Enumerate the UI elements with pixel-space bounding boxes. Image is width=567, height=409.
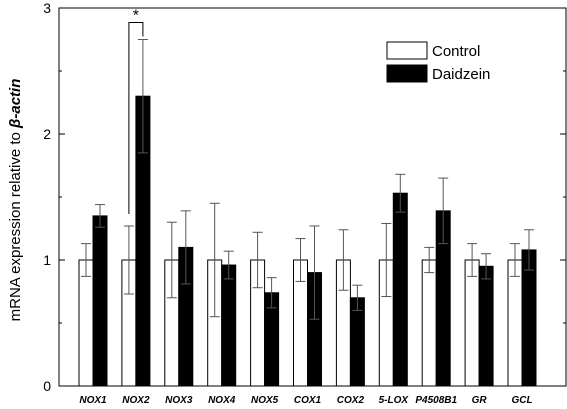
bar-control-gr [464,259,480,387]
x-tick-label-gr: GR [472,395,488,406]
legend: Control Daidzein [386,41,490,83]
y-axis-title: mRNA expression relative to β-actin [7,79,24,322]
x-tick-label-nox5: NOX5 [251,395,279,406]
y-tick-label: 1 [43,252,51,268]
legend-swatch-control [386,41,428,60]
significance-bracket [128,22,144,214]
svg-text:mRNA expression relative to β-: mRNA expression relative to β-actin [7,79,24,322]
x-tick-label-p4508b1: P4508B1 [415,395,457,406]
legend-label-daidzein: Daidzein [432,66,490,83]
y-axis-title-gene: β-actin [7,79,24,129]
bar-daidzein-5-lox [392,192,408,387]
bar-daidzein-gr [478,265,494,387]
x-tick-label-5-lox: 5-LOX [379,395,410,406]
y-axis-title-prefix: mRNA expression relative to [7,128,24,321]
plot-area: 0 1 2 3 NOX1 NOX2 NOX3 NOX4 NOX5 COX1 COX2 5-LOX P45… [43,0,567,406]
y-tick-label: 2 [43,126,51,142]
y-tick-label: 3 [43,0,51,16]
x-tick-label-nox2: NOX2 [122,395,150,406]
bar-daidzein-cox2 [349,297,365,387]
bar-control-gcl [507,259,523,387]
bar-control-nox1 [78,259,94,387]
bar-control-p4508b1 [421,259,437,387]
bar-daidzein-nox4 [221,264,237,387]
x-tick-label-cox1: COX1 [294,395,322,406]
legend-swatch-daidzein [386,64,428,83]
bar-daidzein-nox1 [92,215,108,387]
x-tick-label-cox2: COX2 [337,395,365,406]
y-tick-label: 0 [43,378,51,394]
x-tick-label-nox4: NOX4 [208,395,236,406]
significance-star: * [133,8,139,25]
legend-label-control: Control [432,43,480,60]
x-tick-label-gcl: GCL [511,395,532,406]
x-tick-label-nox3: NOX3 [165,395,193,406]
x-tick-label-nox1: NOX1 [79,395,107,406]
